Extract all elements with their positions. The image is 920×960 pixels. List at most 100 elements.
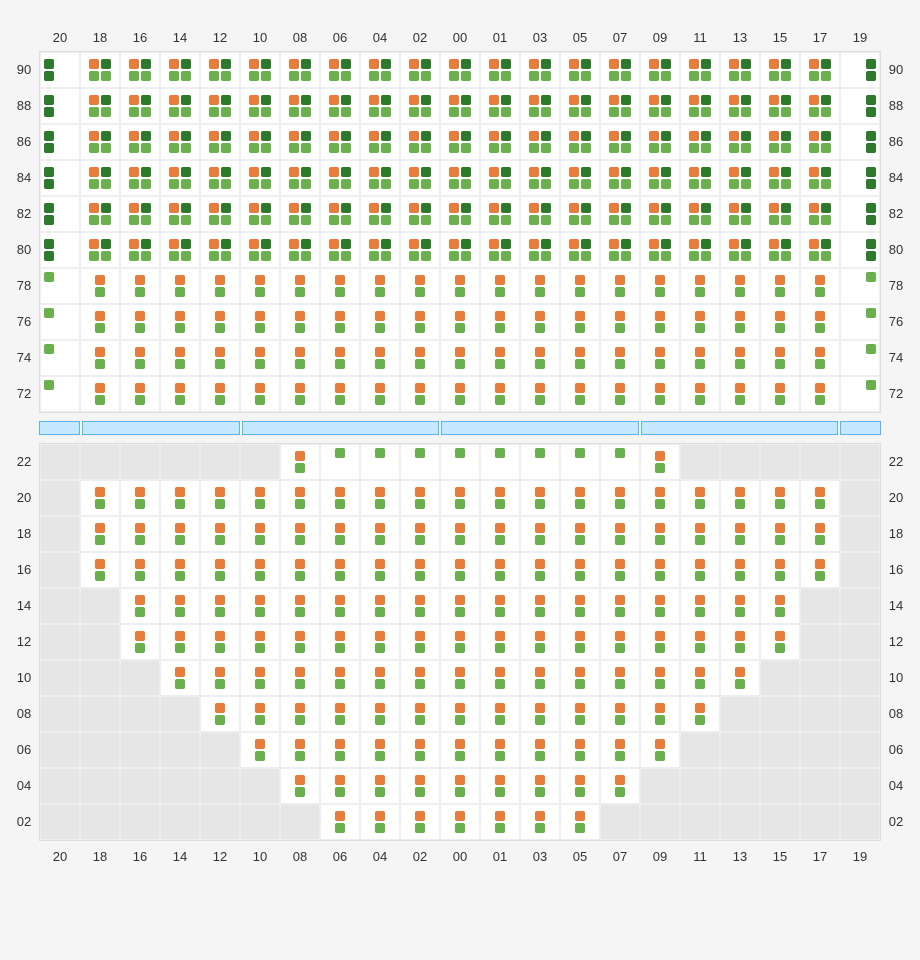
seat-cell[interactable] — [400, 660, 440, 696]
seat-cell[interactable] — [720, 624, 760, 660]
seat-cell[interactable] — [680, 480, 720, 516]
seat-cell[interactable] — [720, 660, 760, 696]
seat-cell[interactable] — [800, 516, 840, 552]
seat-cell[interactable] — [640, 732, 680, 768]
seat-cell[interactable] — [480, 444, 520, 480]
seat-cell[interactable] — [680, 268, 720, 304]
seat-cell[interactable] — [320, 516, 360, 552]
seat-cell[interactable] — [520, 624, 560, 660]
seat-cell[interactable] — [480, 480, 520, 516]
seat-cell[interactable] — [440, 768, 480, 804]
seat-cell[interactable] — [280, 268, 320, 304]
seat-cell[interactable] — [440, 52, 480, 88]
seat-cell[interactable] — [640, 444, 680, 480]
seat-cell[interactable] — [680, 588, 720, 624]
seat-cell[interactable] — [160, 232, 200, 268]
seat-cell[interactable] — [440, 804, 480, 840]
seat-cell[interactable] — [720, 196, 760, 232]
seat-cell[interactable] — [760, 480, 800, 516]
seat-cell[interactable] — [400, 516, 440, 552]
seat-cell[interactable] — [600, 196, 640, 232]
seat-cell[interactable] — [640, 516, 680, 552]
seat-cell[interactable] — [80, 480, 120, 516]
seat-cell[interactable] — [280, 376, 320, 412]
seat-cell[interactable] — [360, 268, 400, 304]
seat-cell[interactable] — [480, 804, 520, 840]
seat-cell[interactable] — [720, 376, 760, 412]
seat-cell[interactable] — [480, 268, 520, 304]
seat-cell[interactable] — [520, 660, 560, 696]
seat-cell[interactable] — [80, 52, 120, 88]
seat-cell[interactable] — [520, 480, 560, 516]
seat-cell[interactable] — [600, 480, 640, 516]
seat-cell[interactable] — [240, 624, 280, 660]
seat-cell[interactable] — [360, 232, 400, 268]
seat-cell[interactable] — [240, 160, 280, 196]
seat-cell[interactable] — [360, 480, 400, 516]
seat-cell[interactable] — [600, 376, 640, 412]
seat-cell[interactable] — [440, 304, 480, 340]
seat-cell[interactable] — [520, 268, 560, 304]
seat-cell[interactable] — [800, 552, 840, 588]
seat-cell[interactable] — [440, 660, 480, 696]
seat-cell[interactable] — [200, 624, 240, 660]
seat-cell[interactable] — [240, 696, 280, 732]
seat-cell[interactable] — [280, 196, 320, 232]
seat-cell[interactable] — [80, 304, 120, 340]
seat-cell[interactable] — [640, 552, 680, 588]
seat-cell[interactable] — [240, 660, 280, 696]
seat-cell[interactable] — [120, 196, 160, 232]
seat-cell[interactable] — [400, 196, 440, 232]
seat-cell[interactable] — [720, 52, 760, 88]
seat-cell[interactable] — [120, 516, 160, 552]
seat-cell[interactable] — [400, 552, 440, 588]
seat-cell[interactable] — [760, 304, 800, 340]
seat-cell[interactable] — [40, 304, 80, 340]
seat-cell[interactable] — [400, 52, 440, 88]
seat-cell[interactable] — [560, 696, 600, 732]
seat-cell[interactable] — [320, 268, 360, 304]
seat-cell[interactable] — [160, 196, 200, 232]
seat-cell[interactable] — [840, 52, 880, 88]
seat-cell[interactable] — [480, 624, 520, 660]
seat-cell[interactable] — [800, 376, 840, 412]
seat-cell[interactable] — [480, 696, 520, 732]
seat-cell[interactable] — [360, 552, 400, 588]
seat-cell[interactable] — [360, 52, 400, 88]
seat-cell[interactable] — [160, 304, 200, 340]
seat-cell[interactable] — [80, 268, 120, 304]
seat-cell[interactable] — [120, 124, 160, 160]
seat-cell[interactable] — [760, 516, 800, 552]
seat-cell[interactable] — [600, 624, 640, 660]
seat-cell[interactable] — [600, 232, 640, 268]
seat-cell[interactable] — [680, 340, 720, 376]
seat-cell[interactable] — [560, 588, 600, 624]
seat-cell[interactable] — [560, 376, 600, 412]
seat-cell[interactable] — [560, 768, 600, 804]
seat-cell[interactable] — [120, 624, 160, 660]
seat-cell[interactable] — [560, 516, 600, 552]
seat-cell[interactable] — [40, 160, 80, 196]
seat-cell[interactable] — [80, 232, 120, 268]
seat-cell[interactable] — [160, 88, 200, 124]
seat-cell[interactable] — [200, 196, 240, 232]
seat-cell[interactable] — [640, 340, 680, 376]
seat-cell[interactable] — [320, 124, 360, 160]
seat-cell[interactable] — [800, 196, 840, 232]
seat-cell[interactable] — [680, 376, 720, 412]
seat-cell[interactable] — [320, 696, 360, 732]
seat-cell[interactable] — [800, 232, 840, 268]
seat-cell[interactable] — [400, 232, 440, 268]
seat-cell[interactable] — [160, 268, 200, 304]
seat-cell[interactable] — [120, 304, 160, 340]
seat-cell[interactable] — [520, 552, 560, 588]
seat-cell[interactable] — [600, 588, 640, 624]
seat-cell[interactable] — [520, 232, 560, 268]
seat-cell[interactable] — [560, 88, 600, 124]
seat-cell[interactable] — [120, 588, 160, 624]
seat-cell[interactable] — [520, 732, 560, 768]
seat-cell[interactable] — [560, 304, 600, 340]
seat-cell[interactable] — [800, 480, 840, 516]
seat-cell[interactable] — [600, 516, 640, 552]
seat-cell[interactable] — [360, 732, 400, 768]
